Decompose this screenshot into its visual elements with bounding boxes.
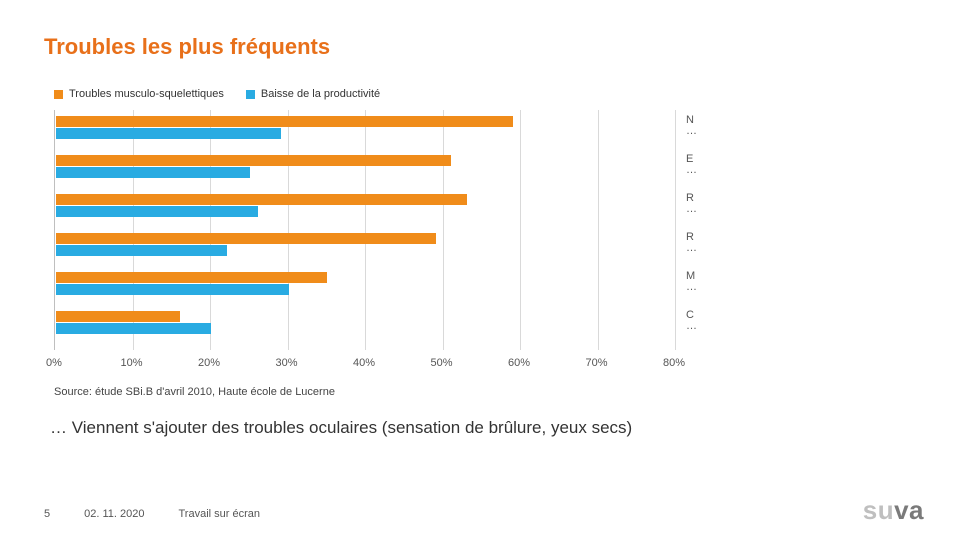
legend-label: Baisse de la productivité (261, 88, 380, 100)
footer-doc: Travail sur écran (178, 508, 260, 520)
chart: 0%10%20%30%40%50%60%70%80% N…E…R…R…M…C… (54, 110, 744, 380)
logo-part1: su (863, 495, 894, 525)
source-text: Source: étude SBi.B d'avril 2010, Haute … (54, 386, 916, 398)
legend-swatch (54, 90, 63, 99)
bar-series-a (56, 155, 451, 166)
bar-series-a (56, 272, 327, 283)
caption-text: … Viennent s'ajouter des troubles oculai… (50, 418, 916, 438)
page-title: Troubles les plus fréquents (44, 34, 916, 60)
legend-label: Troubles musculo-squelettiques (69, 88, 224, 100)
bar-group (56, 116, 675, 139)
bar-group (56, 272, 675, 295)
y-category-label: C… (686, 310, 726, 332)
x-tick-label: 50% (430, 357, 452, 369)
gridline (675, 110, 676, 350)
bar-series-b (56, 128, 281, 139)
plot-area (54, 110, 674, 350)
x-tick-label: 20% (198, 357, 220, 369)
x-tick-label: 80% (663, 357, 685, 369)
y-category-label: R… (686, 193, 726, 215)
legend-item: Troubles musculo-squelettiques (54, 88, 224, 100)
bar-series-a (56, 194, 467, 205)
y-category-label: R… (686, 232, 726, 254)
legend-swatch (246, 90, 255, 99)
bar-series-a (56, 311, 180, 322)
x-tick-label: 60% (508, 357, 530, 369)
bar-series-a (56, 233, 436, 244)
footer-date: 02. 11. 2020 (84, 508, 144, 520)
bar-group (56, 233, 675, 256)
bar-group (56, 194, 675, 217)
page-number: 5 (44, 508, 50, 520)
x-tick-label: 40% (353, 357, 375, 369)
x-tick-label: 0% (46, 357, 62, 369)
x-tick-label: 70% (585, 357, 607, 369)
bar-series-b (56, 167, 250, 178)
bar-series-b (56, 206, 258, 217)
x-tick-label: 30% (275, 357, 297, 369)
bar-series-a (56, 116, 513, 127)
y-category-label: E… (686, 154, 726, 176)
legend: Troubles musculo-squelettiques Baisse de … (54, 88, 916, 100)
logo-part2: va (894, 495, 924, 525)
bar-group (56, 155, 675, 178)
x-tick-label: 10% (120, 357, 142, 369)
y-category-label: N… (686, 115, 726, 137)
footer: 5 02. 11. 2020 Travail sur écran (44, 508, 260, 520)
bar-series-b (56, 323, 211, 334)
bar-group (56, 311, 675, 334)
logo: suva (863, 495, 924, 526)
bar-series-b (56, 284, 289, 295)
slide: Troubles les plus fréquents Troubles mus… (0, 0, 960, 540)
legend-item: Baisse de la productivité (246, 88, 380, 100)
y-category-label: M… (686, 271, 726, 293)
bar-series-b (56, 245, 227, 256)
